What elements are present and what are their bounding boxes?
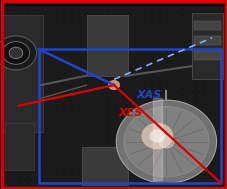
- Bar: [193, 51, 220, 60]
- Bar: [86, 15, 127, 76]
- Bar: [39, 49, 220, 183]
- Bar: [191, 13, 222, 79]
- Circle shape: [123, 106, 208, 177]
- Bar: [2, 15, 43, 132]
- Circle shape: [116, 100, 216, 183]
- Bar: [193, 36, 220, 45]
- Text: XES: XES: [118, 108, 142, 118]
- Circle shape: [2, 42, 30, 64]
- Bar: [193, 21, 220, 30]
- Circle shape: [149, 129, 165, 143]
- Text: XAS: XAS: [136, 90, 161, 99]
- Bar: [5, 123, 34, 170]
- Circle shape: [108, 80, 119, 90]
- Bar: [82, 147, 127, 185]
- Circle shape: [9, 47, 23, 59]
- Polygon shape: [152, 98, 161, 180]
- Circle shape: [158, 136, 173, 148]
- Circle shape: [0, 36, 36, 70]
- Circle shape: [141, 123, 173, 149]
